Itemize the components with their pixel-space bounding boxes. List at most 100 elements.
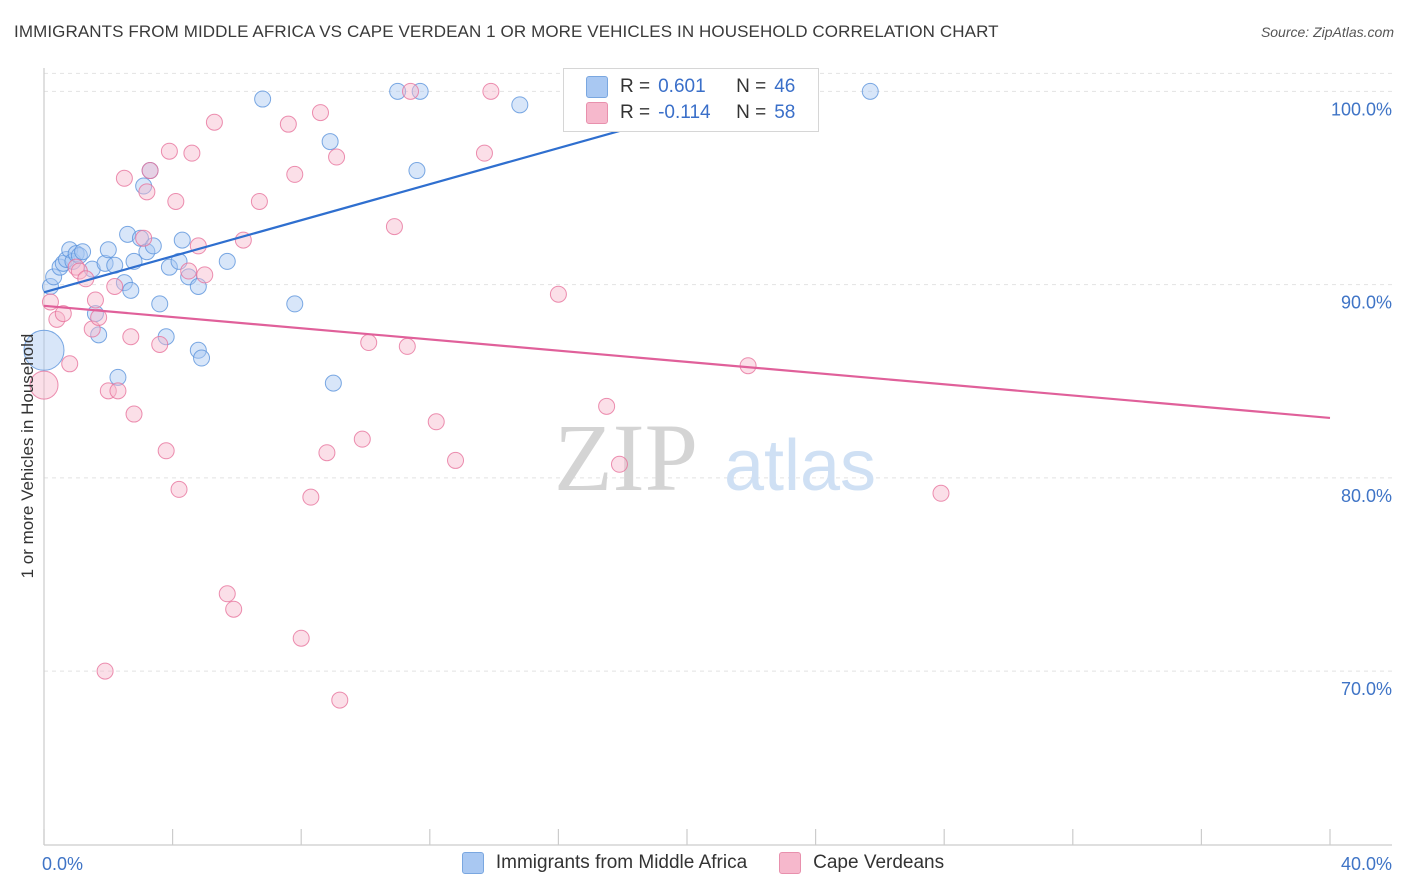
legend-r-label: R = [620, 102, 651, 123]
point-middle-africa [254, 90, 272, 108]
grid-layer [44, 72, 1392, 672]
point-middle-africa [74, 243, 92, 261]
source-label: Source: ZipAtlas.com [1260, 24, 1394, 40]
y-tick-label: 100.0% [1331, 99, 1392, 119]
point-middle-africa [90, 326, 108, 344]
watermark-atlas: atlas [724, 426, 876, 506]
tick-label-layer: 70.0% 80.0% 90.0% 100.0% 0.0% 40.0% [42, 99, 1392, 874]
point-middle-africa [324, 374, 342, 392]
point-middle-africa [861, 82, 879, 100]
point-cape-verdean [135, 229, 153, 247]
point-cape-verdean [99, 382, 117, 400]
point-cape-verdean [286, 165, 304, 183]
point-middle-africa [109, 368, 127, 386]
point-cape-verdean [125, 405, 143, 423]
point-cape-verdean [302, 488, 320, 506]
point-cape-verdean [292, 629, 310, 647]
point-cape-verdean [29, 370, 59, 400]
point-cape-verdean [167, 192, 185, 210]
point-middle-africa [138, 243, 156, 261]
point-cape-verdean [54, 305, 72, 323]
legend-swatch-series-1 [586, 76, 608, 98]
legend-r-value: -0.114 [658, 102, 711, 123]
point-middle-africa [45, 268, 63, 286]
point-cape-verdean [598, 397, 616, 415]
point-cape-verdean [318, 444, 336, 462]
legend-n-value: 58 [774, 102, 796, 123]
point-cape-verdean [225, 600, 243, 618]
point-cape-verdean [402, 82, 420, 100]
point-cape-verdean [475, 144, 493, 162]
point-cape-verdean [196, 266, 214, 284]
points-layer [23, 82, 950, 709]
point-middle-africa [23, 329, 65, 371]
point-cape-verdean [311, 104, 329, 122]
trend-layer [43, 90, 1331, 420]
legend-swatch-cape-verdeans [779, 852, 802, 874]
x-tick-label-min: 0.0% [42, 854, 83, 874]
legend-item-middle-africa[interactable]: Immigrants from Middle Africa [461, 852, 748, 874]
point-middle-africa [122, 281, 140, 299]
point-cape-verdean [160, 142, 178, 160]
point-middle-africa [389, 82, 407, 100]
point-cape-verdean [138, 183, 156, 201]
point-cape-verdean [447, 451, 465, 469]
point-middle-africa [408, 162, 426, 180]
point-cape-verdean [353, 430, 371, 448]
point-cape-verdean [109, 382, 127, 400]
legend-label-middle-africa: Immigrants from Middle Africa [495, 852, 748, 873]
point-cape-verdean [279, 115, 297, 133]
point-middle-africa [119, 225, 137, 243]
point-middle-africa [193, 349, 211, 367]
legend-row-series-2: R = -0.114 N = 58 [586, 101, 795, 125]
point-middle-africa [99, 241, 117, 259]
watermark-zip: ZIP [554, 404, 698, 511]
legend-label-cape-verdeans: Cape Verdeans [813, 852, 945, 873]
legend-swatch-series-2 [586, 102, 608, 124]
y-axis-label: 1 or more Vehicles in Household [18, 333, 37, 579]
point-cape-verdean [218, 585, 236, 603]
point-cape-verdean [106, 278, 124, 296]
legend-n-value: 46 [774, 76, 796, 97]
point-middle-africa [151, 295, 169, 313]
point-middle-africa [286, 295, 304, 313]
point-cape-verdean [141, 162, 159, 180]
point-cape-verdean [183, 144, 201, 162]
series-legend: Immigrants from Middle Africa Cape Verde… [0, 852, 1406, 874]
legend-n-label: N = [736, 76, 767, 97]
legend-r-label: R = [620, 76, 651, 97]
point-cape-verdean [96, 662, 114, 680]
legend-swatch-middle-africa [461, 852, 484, 874]
point-cape-verdean [115, 169, 133, 187]
point-cape-verdean [360, 334, 378, 352]
point-cape-verdean [48, 310, 66, 328]
y-tick-label: 80.0% [1341, 486, 1392, 506]
trend-line-cape-verdean [43, 304, 1331, 420]
point-cape-verdean [610, 455, 628, 473]
point-cape-verdean [170, 480, 188, 498]
stats-legend: R = 0.601 N = 46 R = -0.114 N = 58 [563, 68, 819, 132]
point-cape-verdean [549, 285, 567, 303]
point-cape-verdean [398, 337, 416, 355]
point-middle-africa [160, 258, 178, 276]
point-middle-africa [218, 252, 236, 270]
y-tick-label: 70.0% [1341, 679, 1392, 699]
point-cape-verdean [250, 192, 268, 210]
point-cape-verdean [482, 82, 500, 100]
point-middle-africa [67, 245, 85, 263]
legend-item-cape-verdeans[interactable]: Cape Verdeans [779, 852, 944, 874]
legend-r-value: 0.601 [658, 76, 706, 97]
point-cape-verdean [157, 442, 175, 460]
point-cape-verdean [385, 218, 403, 236]
point-cape-verdean [151, 335, 169, 353]
point-middle-africa [511, 96, 529, 114]
legend-n-label: N = [736, 102, 767, 123]
x-tick-label-max: 40.0% [1341, 854, 1392, 874]
point-cape-verdean [90, 308, 108, 326]
point-cape-verdean [180, 262, 198, 280]
watermark: ZIP atlas [554, 404, 876, 511]
y-tick-label: 90.0% [1341, 293, 1392, 313]
axes-layer [43, 68, 1392, 846]
legend-row-series-1: R = 0.601 N = 46 [586, 75, 795, 99]
